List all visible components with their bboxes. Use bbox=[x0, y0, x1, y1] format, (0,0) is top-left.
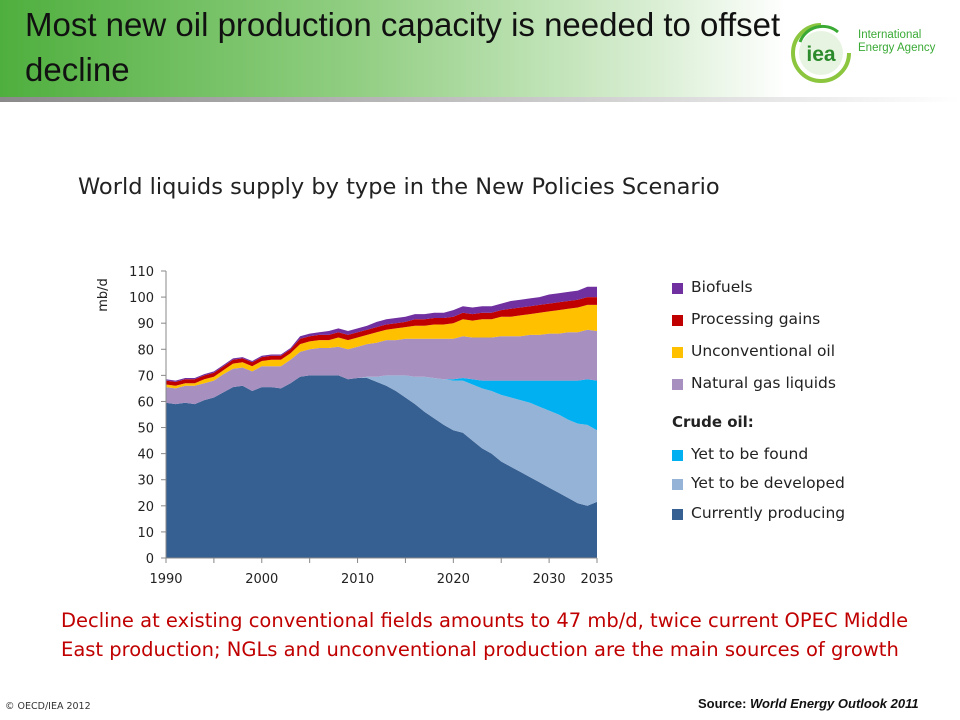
y-tick-label: 20 bbox=[137, 500, 154, 515]
x-tick-label: 2020 bbox=[437, 572, 470, 587]
copyright-notice: © OECD/IEA 2012 bbox=[5, 701, 91, 712]
title-divider bbox=[0, 97, 960, 102]
legend-label-processing-gains: Processing gains bbox=[691, 310, 821, 328]
legend-label-yet-to-be-found: Yet to be found bbox=[691, 445, 809, 463]
chart-title: World liquids supply by type in the New … bbox=[78, 174, 720, 200]
chart-areas bbox=[166, 286, 597, 558]
y-axis-label: mb/d bbox=[96, 278, 111, 312]
legend-swatch-yet-to-be-found bbox=[672, 450, 683, 461]
iea-emblem-icon: iea bbox=[791, 23, 851, 83]
x-tick-label: 2010 bbox=[341, 572, 374, 587]
legend-swatch-yet-to-be-developed bbox=[672, 479, 683, 490]
y-tick-label: 80 bbox=[137, 343, 154, 358]
key-takeaway-note: Decline at existing conventional fields … bbox=[61, 609, 909, 661]
y-tick-label: 30 bbox=[137, 474, 154, 489]
legend-label-yet-to-be-developed: Yet to be developed bbox=[691, 474, 845, 492]
x-tick-label: 2030 bbox=[533, 572, 566, 587]
x-tick-label: 1990 bbox=[149, 572, 182, 587]
area-unconventional-oil bbox=[166, 304, 597, 389]
y-tick-label: 70 bbox=[137, 369, 154, 384]
area-processing-gains bbox=[166, 297, 597, 386]
legend-swatch-currently-producing bbox=[672, 509, 683, 520]
logo-org-name: International Energy Agency bbox=[858, 29, 935, 55]
x-tick-label: 2000 bbox=[245, 572, 278, 587]
legend-label-unconventional-oil: Unconventional oil bbox=[691, 342, 836, 360]
logo-mark: iea bbox=[806, 43, 836, 66]
legend-swatch-natural-gas-liquids bbox=[672, 379, 683, 390]
y-tick-label: 50 bbox=[137, 422, 154, 437]
slide-title: Most new oil production capacity is need… bbox=[25, 6, 781, 88]
area-currently-producing bbox=[166, 375, 597, 558]
y-tick-label: 60 bbox=[137, 395, 154, 410]
source-citation: Source: World Energy Outlook 2011 bbox=[698, 696, 919, 711]
y-tick-label: 110 bbox=[129, 265, 154, 280]
x-tick-label: 2035 bbox=[580, 572, 613, 587]
y-tick-label: 90 bbox=[137, 317, 154, 332]
legend-label-natural-gas-liquids: Natural gas liquids bbox=[691, 374, 836, 392]
area-yet-to-be-found bbox=[166, 375, 597, 431]
legend-label-biofuels: Biofuels bbox=[691, 278, 753, 296]
legend-swatch-processing-gains bbox=[672, 315, 683, 326]
y-tick-label: 10 bbox=[137, 526, 154, 541]
legend-swatch-biofuels bbox=[672, 283, 683, 294]
area-biofuels bbox=[166, 286, 597, 382]
legend-swatch-unconventional-oil bbox=[672, 347, 683, 358]
source-title: World Energy Outlook 2011 bbox=[750, 696, 919, 711]
iea-logo: iea International Energy Agency bbox=[786, 18, 956, 88]
y-tick-label: 40 bbox=[137, 448, 154, 463]
x-axis: 1990 2000 2010 2020 2030 2035 bbox=[149, 557, 614, 587]
legend-heading-crude-oil: Crude oil: bbox=[672, 413, 754, 431]
y-tick-label: 0 bbox=[146, 552, 154, 567]
source-label: Source: bbox=[698, 696, 751, 711]
logo-org-line1: International bbox=[858, 29, 922, 41]
logo-org-line2: Energy Agency bbox=[858, 42, 936, 54]
area-natural-gas-liquids bbox=[166, 329, 597, 405]
legend-label-currently-producing: Currently producing bbox=[691, 504, 846, 522]
area-yet-to-be-developed bbox=[166, 375, 597, 506]
y-tick-label: 100 bbox=[129, 291, 154, 306]
y-axis: 0 10 20 30 40 50 60 70 80 90 100 110 bbox=[129, 265, 167, 567]
